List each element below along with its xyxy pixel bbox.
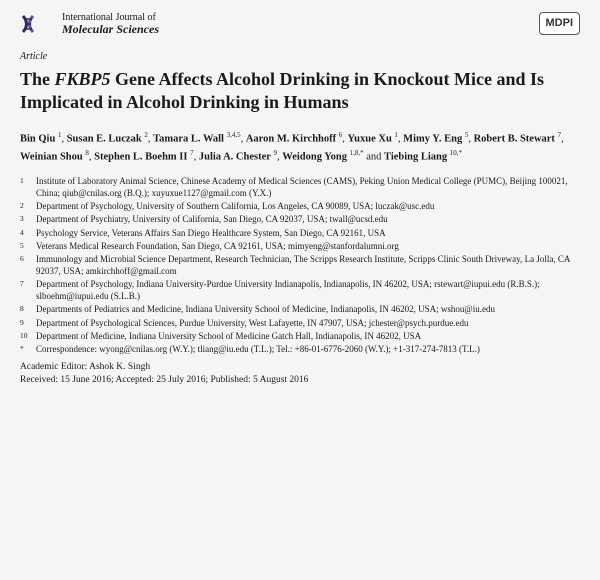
affiliation-text: Psychology Service, Veterans Affairs San… — [36, 227, 580, 239]
journal-title-block: International Journal of Molecular Scien… — [62, 12, 159, 36]
journal-block: International Journal of Molecular Scien… — [20, 12, 159, 36]
affiliation-item: 2Department of Psychology, University of… — [20, 200, 580, 212]
affiliation-text: Department of Medicine, Indiana Universi… — [36, 330, 580, 342]
affiliation-text: Department of Psychology, University of … — [36, 200, 580, 212]
affiliation-text: Departments of Pediatrics and Medicine, … — [36, 303, 580, 315]
affiliation-text: Immunology and Microbial Science Departm… — [36, 253, 580, 277]
affiliation-number: 7 — [20, 278, 36, 302]
affiliation-text: Institute of Laboratory Animal Science, … — [36, 175, 580, 199]
affiliation-number: 3 — [20, 213, 36, 225]
article-type-label: Article — [20, 50, 580, 64]
author-list: Bin Qiu 1, Susan E. Luczak 2, Tamara L. … — [20, 130, 580, 165]
affiliation-number: * — [20, 343, 36, 355]
affiliation-number: 10 — [20, 330, 36, 342]
affiliation-text: Department of Psychiatry, University of … — [36, 213, 580, 225]
publication-dates: Received: 15 June 2016; Accepted: 25 Jul… — [20, 374, 580, 387]
header-row: International Journal of Molecular Scien… — [20, 12, 580, 36]
affiliation-number: 5 — [20, 240, 36, 252]
affiliation-item: 1Institute of Laboratory Animal Science,… — [20, 175, 580, 199]
affiliation-item: 5Veterans Medical Research Foundation, S… — [20, 240, 580, 252]
affiliation-number: 6 — [20, 253, 36, 277]
affiliation-item: 4Psychology Service, Veterans Affairs Sa… — [20, 227, 580, 239]
affiliation-item: 7Department of Psychology, Indiana Unive… — [20, 278, 580, 302]
affiliation-number: 1 — [20, 175, 36, 199]
academic-editor: Academic Editor: Ashok K. Singh — [20, 361, 580, 374]
affiliation-item: 3Department of Psychiatry, University of… — [20, 213, 580, 225]
affiliation-text: Department of Psychological Sciences, Pu… — [36, 317, 580, 329]
affiliation-item: 9Department of Psychological Sciences, P… — [20, 317, 580, 329]
affiliation-number: 4 — [20, 227, 36, 239]
affiliation-item: *Correspondence: wyong@cnilas.org (W.Y.)… — [20, 343, 580, 355]
affiliation-item: 6Immunology and Microbial Science Depart… — [20, 253, 580, 277]
affiliation-item: 8Departments of Pediatrics and Medicine,… — [20, 303, 580, 315]
affiliation-number: 2 — [20, 200, 36, 212]
journal-dna-icon — [20, 12, 54, 36]
affiliation-item: 10Department of Medicine, Indiana Univer… — [20, 330, 580, 342]
affiliation-number: 8 — [20, 303, 36, 315]
journal-line2: Molecular Sciences — [62, 23, 159, 36]
affiliation-number: 9 — [20, 317, 36, 329]
affiliation-text: Department of Psychology, Indiana Univer… — [36, 278, 580, 302]
affiliation-list: 1Institute of Laboratory Animal Science,… — [20, 175, 580, 355]
affiliation-text: Correspondence: wyong@cnilas.org (W.Y.);… — [36, 343, 580, 355]
article-title: The FKBP5 Gene Affects Alcohol Drinking … — [20, 68, 580, 115]
affiliation-text: Veterans Medical Research Foundation, Sa… — [36, 240, 580, 252]
publisher-badge: MDPI — [539, 12, 581, 35]
